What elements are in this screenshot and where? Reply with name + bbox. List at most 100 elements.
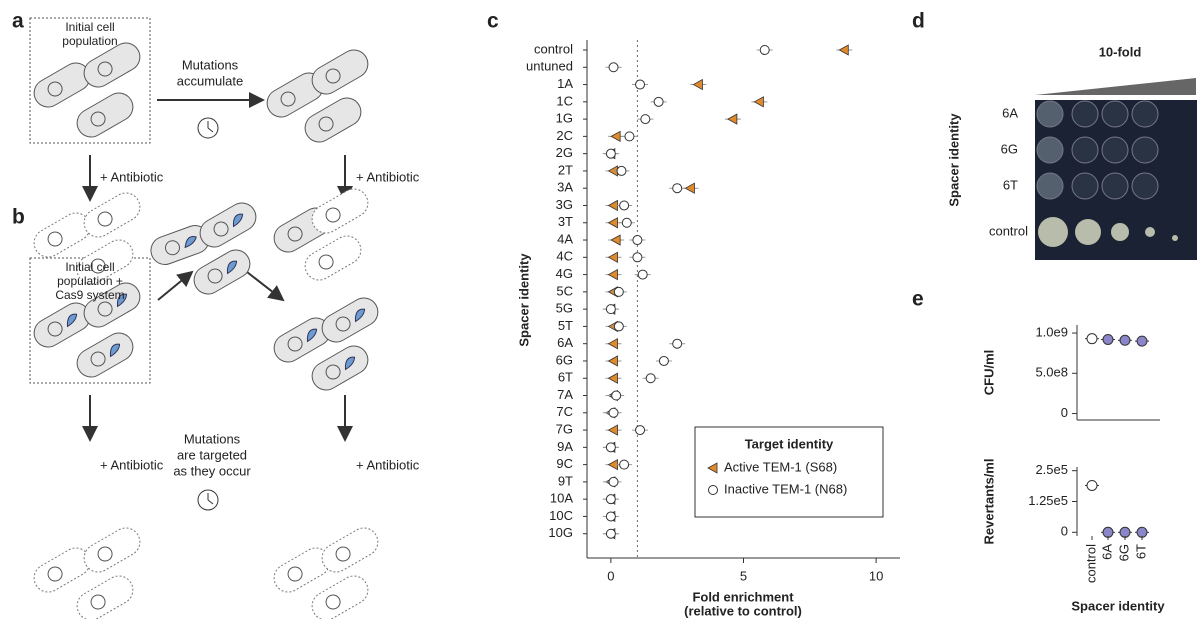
circle-marker <box>635 425 646 436</box>
legend-title: Target identity <box>745 436 834 451</box>
y-axis-label: CFU/ml <box>981 350 996 396</box>
triangle-marker <box>607 372 618 384</box>
y-tick-label: 1C <box>556 93 573 108</box>
arrow-text: accumulate <box>177 73 243 88</box>
cell <box>311 345 369 391</box>
y-tick-label: 1G <box>556 111 573 126</box>
circle-marker <box>605 494 616 505</box>
cell-body <box>76 332 134 378</box>
triangle-marker <box>753 96 764 108</box>
spot <box>1071 172 1099 200</box>
circle-marker <box>613 286 624 297</box>
point <box>1086 333 1098 345</box>
circle-marker <box>708 485 718 495</box>
cell <box>311 188 369 234</box>
spot <box>1101 100 1129 128</box>
y-tick-label: control <box>534 41 573 56</box>
cell-body <box>33 62 91 108</box>
cell <box>321 297 379 343</box>
cell-body <box>83 42 141 88</box>
cell-body <box>76 239 134 285</box>
cell-body <box>311 575 369 621</box>
x-tick-label: control <box>1083 544 1098 583</box>
antibiotic: + Antibiotic <box>356 169 420 184</box>
nucleoid <box>97 546 113 562</box>
spot <box>1038 217 1068 247</box>
point <box>1119 334 1131 346</box>
y-tick-label: 1.0e9 <box>1035 324 1068 339</box>
y-axis-label: Spacer identity <box>516 253 531 347</box>
spot <box>1036 172 1064 200</box>
circle-marker <box>605 442 616 453</box>
cell-body <box>83 192 141 238</box>
circle-marker <box>611 390 622 401</box>
spot <box>1145 227 1155 237</box>
y-tick-label: 2.5e5 <box>1035 462 1068 477</box>
nucleoid <box>280 91 296 107</box>
cell-body <box>311 49 369 95</box>
y-tick-label: 10A <box>550 491 573 506</box>
circle-marker <box>621 217 632 228</box>
triangle-marker <box>607 424 618 436</box>
cas9 <box>226 260 238 275</box>
x-tick-label: 6T <box>1133 544 1148 559</box>
nucleoid <box>90 351 106 367</box>
cas9 <box>344 356 356 371</box>
spot <box>1131 136 1159 164</box>
circle-marker <box>605 304 616 315</box>
y-tick-label: 7A <box>557 387 573 402</box>
spot <box>1111 223 1129 241</box>
circle-marker <box>613 321 624 332</box>
cell <box>83 192 141 238</box>
nucleoid <box>90 111 106 127</box>
circle-marker <box>608 62 619 73</box>
cell <box>76 332 134 378</box>
y-tick-label: 5.0e8 <box>1035 365 1068 380</box>
cell <box>33 302 91 348</box>
spot <box>1071 100 1099 128</box>
cell-body <box>199 202 257 248</box>
spot <box>1131 172 1159 200</box>
nucleoid <box>213 221 229 237</box>
x-tick-label: 6A <box>1099 544 1114 560</box>
circle-marker <box>759 45 770 55</box>
schematics <box>29 17 379 621</box>
spot <box>1036 100 1064 128</box>
antibiotic: + Antibiotic <box>356 457 420 472</box>
cas9 <box>109 343 121 358</box>
triangle-marker <box>707 462 718 474</box>
panel-label: c <box>487 10 499 33</box>
nucleoid <box>47 231 63 247</box>
triangle-marker <box>727 113 738 125</box>
row-label: 6G <box>1001 141 1018 156</box>
x-tick-label: 0 <box>607 568 614 583</box>
y-tick-label: 6A <box>557 335 573 350</box>
circle-marker <box>605 511 616 522</box>
triangle-marker <box>610 234 621 246</box>
spot <box>1101 172 1129 200</box>
cell-body <box>83 527 141 573</box>
row-label: 6A <box>1002 105 1018 120</box>
spot <box>1101 136 1129 164</box>
spot <box>1172 235 1178 241</box>
arrow <box>157 270 194 301</box>
triangle-marker <box>607 338 618 350</box>
y-tick-label: untuned <box>526 59 573 74</box>
circle-marker <box>608 476 619 487</box>
y-tick-label: 7G <box>556 422 573 437</box>
triangle-marker <box>607 251 618 263</box>
circle-marker <box>619 459 630 470</box>
cell-body <box>33 547 91 593</box>
nucleoid <box>164 240 180 256</box>
circle-marker <box>608 407 619 418</box>
circle-marker <box>640 114 651 125</box>
panel-label: d <box>912 10 925 33</box>
y-tick-label: 5T <box>558 318 573 333</box>
box-text: Initial cell <box>65 20 114 34</box>
x-tick-label: 10 <box>869 568 883 583</box>
cell-body <box>311 345 369 391</box>
nucleoid <box>318 116 334 132</box>
cell <box>76 92 134 138</box>
cas9 <box>306 328 318 343</box>
point <box>1102 526 1114 538</box>
